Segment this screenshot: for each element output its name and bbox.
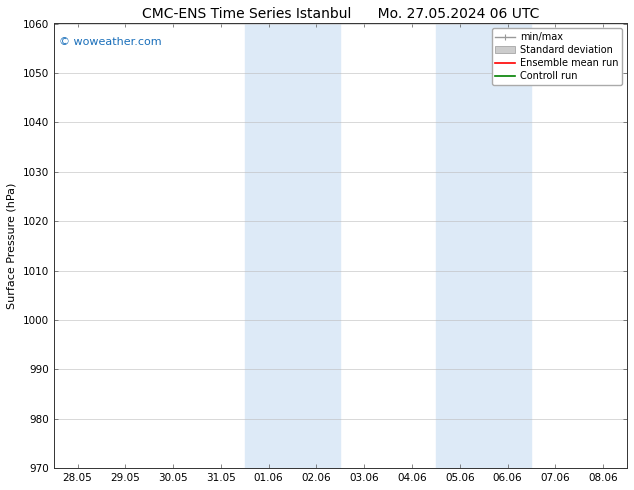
Title: CMC-ENS Time Series Istanbul      Mo. 27.05.2024 06 UTC: CMC-ENS Time Series Istanbul Mo. 27.05.2…	[141, 7, 539, 21]
Bar	[436, 24, 531, 468]
Y-axis label: Surface Pressure (hPa): Surface Pressure (hPa)	[7, 183, 17, 309]
Bar	[245, 24, 340, 468]
Text: © woweather.com: © woweather.com	[60, 37, 162, 47]
Legend: min/max, Standard deviation, Ensemble mean run, Controll run: min/max, Standard deviation, Ensemble me…	[491, 28, 622, 85]
